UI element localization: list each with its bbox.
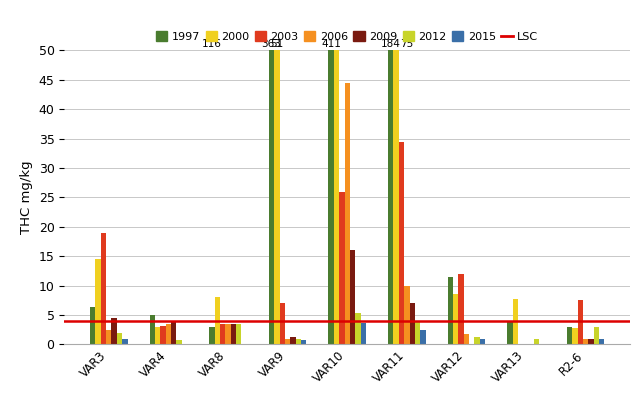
Bar xyxy=(475,337,480,344)
Bar xyxy=(215,297,220,344)
Bar xyxy=(567,327,572,344)
Bar xyxy=(421,330,426,344)
Bar xyxy=(577,300,583,344)
Bar xyxy=(329,50,334,344)
Bar xyxy=(122,339,127,344)
Bar xyxy=(410,303,415,344)
Y-axis label: THC mg/kg: THC mg/kg xyxy=(20,160,33,234)
Bar xyxy=(301,340,307,344)
Bar xyxy=(480,339,485,344)
Bar xyxy=(458,274,464,344)
Bar xyxy=(225,324,231,344)
Bar xyxy=(166,324,171,344)
Bar xyxy=(101,233,106,344)
Bar xyxy=(171,321,176,344)
Bar xyxy=(588,339,593,344)
Bar xyxy=(512,299,518,344)
Bar xyxy=(296,339,301,344)
Bar xyxy=(599,339,604,344)
Bar xyxy=(111,318,117,344)
Bar xyxy=(415,322,421,344)
Text: 363: 363 xyxy=(262,39,282,49)
Bar xyxy=(90,307,95,344)
Bar xyxy=(334,50,339,344)
Bar xyxy=(350,250,356,344)
Legend: 1997, 2000, 2003, 2006, 2009, 2012, 2015, LSC: 1997, 2000, 2003, 2006, 2009, 2012, 2015… xyxy=(156,32,538,42)
Bar xyxy=(150,315,155,344)
Bar xyxy=(236,324,241,344)
Bar xyxy=(356,313,361,344)
Bar xyxy=(290,337,296,344)
Bar xyxy=(593,327,599,344)
Bar xyxy=(448,277,453,344)
Text: 75: 75 xyxy=(400,39,413,49)
Bar xyxy=(339,192,345,344)
Bar xyxy=(269,50,274,344)
Bar xyxy=(117,333,122,344)
Bar xyxy=(464,334,469,344)
Bar xyxy=(394,50,399,344)
Bar xyxy=(345,83,350,344)
Bar xyxy=(361,323,366,344)
Text: 184: 184 xyxy=(381,39,401,49)
Bar xyxy=(399,142,404,344)
Text: 116: 116 xyxy=(202,39,222,49)
Bar xyxy=(231,324,236,344)
Bar xyxy=(280,303,285,344)
Bar xyxy=(453,294,458,344)
Bar xyxy=(404,286,410,344)
Text: 51: 51 xyxy=(270,39,284,49)
Text: 411: 411 xyxy=(322,39,341,49)
Bar xyxy=(106,330,111,344)
Bar xyxy=(583,339,588,344)
Bar xyxy=(160,326,166,344)
Bar xyxy=(507,321,512,344)
Bar xyxy=(285,339,290,344)
Bar xyxy=(155,327,160,344)
Bar xyxy=(220,324,225,344)
Bar xyxy=(534,339,539,344)
Bar xyxy=(95,259,101,344)
Bar xyxy=(388,50,394,344)
Bar xyxy=(176,340,182,344)
Bar xyxy=(274,50,280,344)
Bar xyxy=(209,327,215,344)
Bar xyxy=(572,328,577,344)
